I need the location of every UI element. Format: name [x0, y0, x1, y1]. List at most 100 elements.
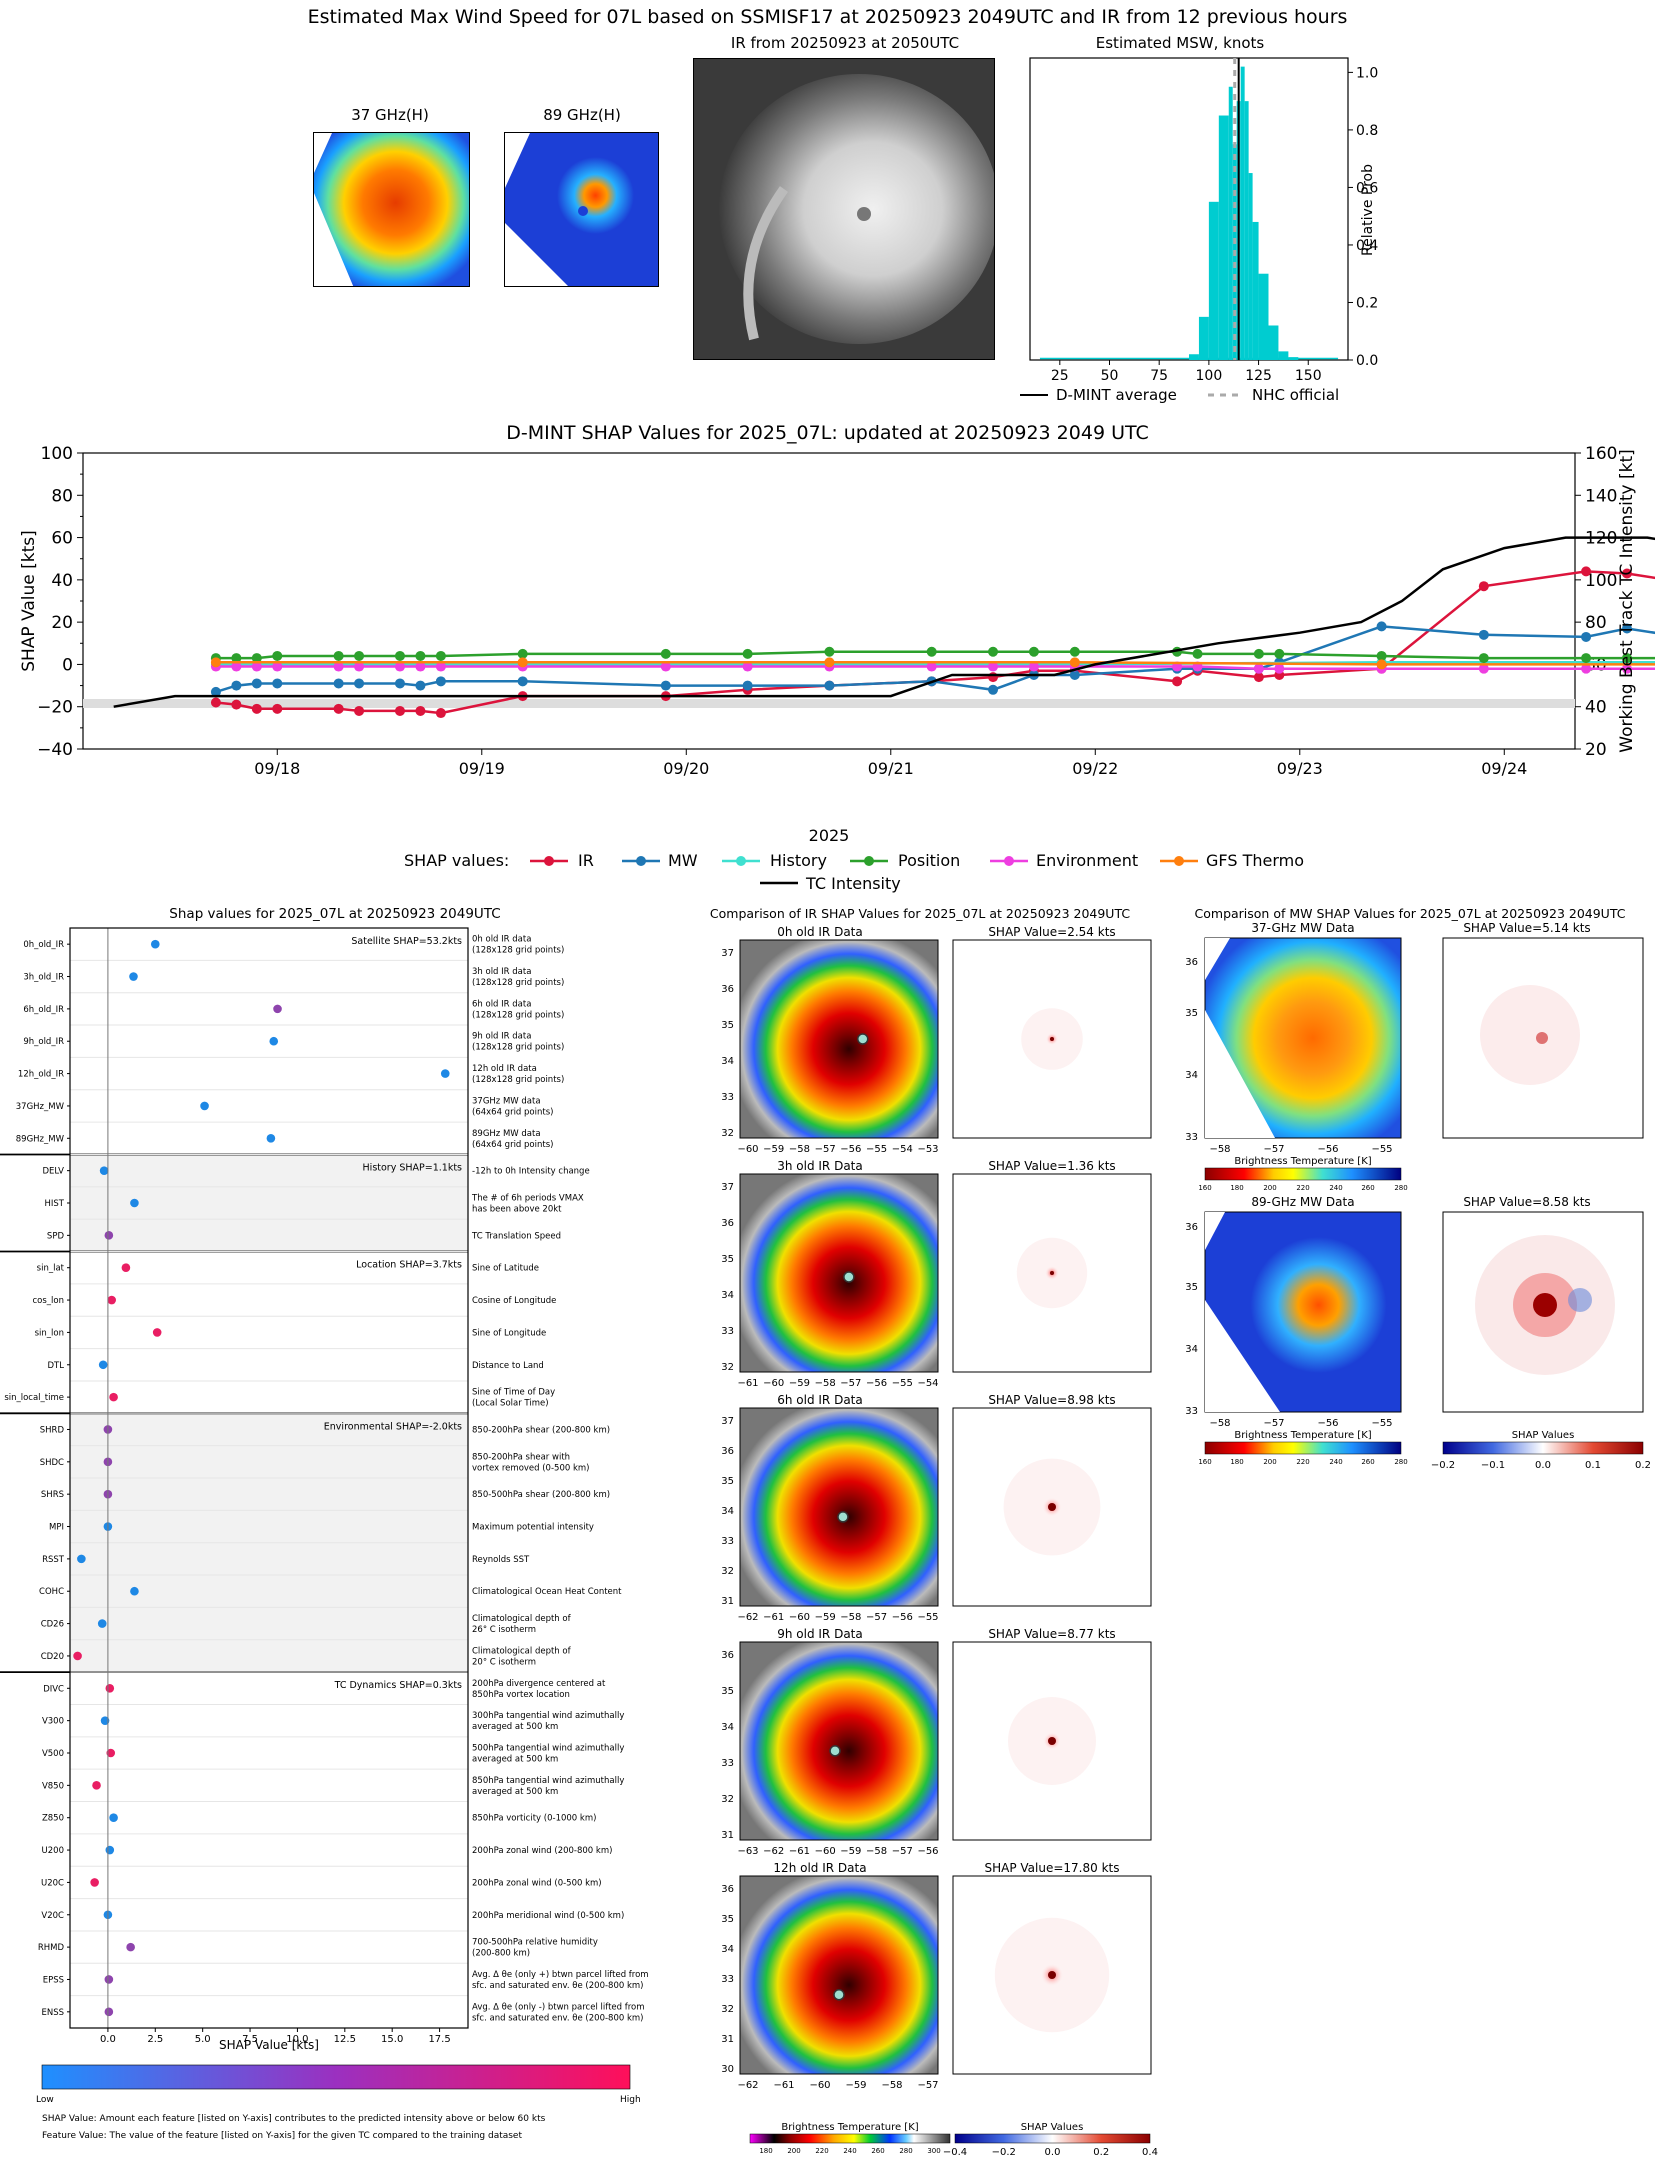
- series-ir-point: [1478, 581, 1489, 592]
- legend-history: History: [722, 851, 827, 870]
- feature-x-tick-label: 0.0: [100, 2034, 116, 2045]
- series-ir-point: [394, 705, 405, 716]
- mw-compare-title: Comparison of MW SHAP Values for 2025_07…: [1194, 906, 1626, 921]
- svg-text:0.0: 0.0: [1535, 1460, 1551, 1471]
- feature-desc: Avg. Δ θe (only -) btwn parcel lifted fr…: [472, 2002, 645, 2012]
- svg-text:33: 33: [1185, 1406, 1198, 1417]
- mw37-swath-gap-bottom: [1205, 1010, 1275, 1138]
- series-mw-point: [660, 680, 671, 691]
- feature-name: 3h_old_IR: [23, 973, 64, 983]
- feature-dot: [200, 1101, 209, 1111]
- series-mw-point: [415, 680, 426, 691]
- series-environment-point: [1621, 663, 1632, 674]
- feature-dot: [152, 1328, 162, 1337]
- ir-shap-core: [1048, 1737, 1056, 1745]
- mw89-shap-core: [1533, 1293, 1557, 1317]
- series-mw-point: [231, 680, 242, 691]
- feature-desc: (200-800 km): [472, 1949, 530, 1959]
- feature-desc: 200hPa zonal wind (200-800 km): [472, 1846, 612, 1856]
- hist-bar: [1252, 221, 1259, 360]
- ir-compare-title: Comparison of IR SHAP Values for 2025_07…: [709, 906, 1131, 921]
- note-shap: SHAP Value: Amount each feature [listed …: [42, 2114, 546, 2124]
- legend-title: SHAP values:: [404, 851, 509, 870]
- colorbar-low: Low: [36, 2095, 54, 2105]
- ir-y-tick: 34: [721, 1056, 734, 1067]
- mw37-y-ticks: 36 35 34 33: [1185, 957, 1198, 1143]
- zero-band: [83, 699, 1575, 708]
- series-position-point: [354, 650, 365, 661]
- ir-y-tick: 32: [721, 1566, 734, 1577]
- series-ir-point: [988, 672, 999, 683]
- feature-x-ticks: 0.0 2.5 5.0 7.5 10.0 12.5 15.0 17.5: [100, 2028, 451, 2045]
- feature-desc: (Local Solar Time): [472, 1399, 549, 1409]
- svg-text:IR: IR: [578, 851, 594, 870]
- ir-x-tick: −55: [866, 1144, 887, 1155]
- x-tick-label: 09/18: [254, 759, 300, 778]
- mw-compare-grid: 37-GHz MW Data SHAP Value=5.14 kts 36 35…: [1185, 921, 1651, 1471]
- feature-x-tick-label: 15.0: [381, 2034, 403, 2045]
- feature-dot: [105, 1683, 115, 1693]
- feature-dot: [130, 1198, 139, 1208]
- feature-desc: (128x128 grid points): [472, 978, 564, 988]
- svg-text:160: 160: [1198, 1458, 1211, 1466]
- ir-y-tick: 32: [721, 1794, 734, 1805]
- feature-dot: [269, 1036, 279, 1046]
- ir-y-tick: 35: [721, 1914, 734, 1925]
- ir-y-tick: 35: [721, 1020, 734, 1031]
- feature-name: Z850: [42, 1814, 64, 1824]
- ir-x-tick: −55: [917, 1612, 938, 1623]
- ir-y-tick: 36: [721, 984, 734, 995]
- series-environment-point: [988, 661, 999, 672]
- feature-dot: [150, 939, 160, 949]
- group-label: Location SHAP=3.7kts: [356, 1260, 462, 1271]
- series-position-point: [231, 653, 242, 664]
- feature-desc: 9h old IR data: [472, 1032, 531, 1042]
- left-tick-label: 0: [62, 655, 73, 675]
- series-ir-point: [1253, 672, 1264, 683]
- ir-image: [693, 58, 995, 360]
- feature-desc: Reynolds SST: [472, 1555, 530, 1565]
- feature-name: HIST: [45, 1199, 65, 1209]
- feature-desc: 20° C isotherm: [472, 1657, 536, 1667]
- ir-y-tick: 36: [721, 1218, 734, 1229]
- mw37-x-ticks: −58 −57 −56 −55: [1209, 1144, 1392, 1155]
- series-gfs-thermo-point: [517, 657, 528, 668]
- feature-desc: (128x128 grid points): [472, 1075, 564, 1085]
- feature-dot: [273, 1004, 282, 1014]
- ir-shap-tick: −0.2: [992, 2147, 1016, 2158]
- feature-desc: 700-500hPa relative humidity: [472, 1938, 598, 1948]
- svg-text:−55: −55: [1371, 1418, 1392, 1429]
- feature-shap-chart: Satellite SHAP=53.2kts History SHAP=1.1kt…: [0, 927, 649, 2141]
- hist-y-ticks: 0.0 0.2 0.4 0.6 0.8 1.0: [1348, 65, 1378, 369]
- series-mw-point: [824, 680, 835, 691]
- series-mw-point: [333, 678, 344, 689]
- series-position-point: [394, 650, 405, 661]
- hist-ylabel: Relative Prob: [1360, 164, 1376, 256]
- feature-name: V20C: [41, 1911, 64, 1921]
- left-tick-label: 20: [51, 613, 73, 633]
- series-ir-point: [231, 699, 242, 710]
- series-mw-point: [272, 678, 283, 689]
- feature-name: RSST: [42, 1555, 65, 1565]
- series-gfs-thermo-line: [215, 661, 1655, 666]
- series-position-point: [660, 648, 671, 659]
- feature-dot: [73, 1651, 82, 1661]
- ir-y-tick: 31: [721, 1596, 734, 1607]
- series-mw-point: [1069, 670, 1080, 680]
- ir-x-tick: −57: [840, 1378, 861, 1389]
- series-group: [113, 536, 1655, 719]
- right-tick-label: 100: [1585, 571, 1617, 591]
- series-mw-point: [354, 678, 365, 689]
- series-position-point: [742, 648, 753, 659]
- feature-dot: [77, 1554, 86, 1564]
- ir-x-tick: −59: [789, 1378, 810, 1389]
- ir-bt-label: Brightness Temperature [K]: [781, 2122, 918, 2133]
- feature-desc: Maximum potential intensity: [472, 1523, 594, 1533]
- feature-desc: (128x128 grid points): [472, 1043, 564, 1053]
- mw37-shap-blob: [1480, 985, 1580, 1085]
- ir-shap-colorbar: [954, 2133, 1151, 2144]
- hist-x-tick-label: 50: [1101, 368, 1119, 384]
- series-position-point: [1069, 646, 1080, 657]
- feature-desc: 200hPa zonal wind (0-500 km): [472, 1878, 602, 1888]
- feature-name: sin_local_time: [4, 1393, 64, 1403]
